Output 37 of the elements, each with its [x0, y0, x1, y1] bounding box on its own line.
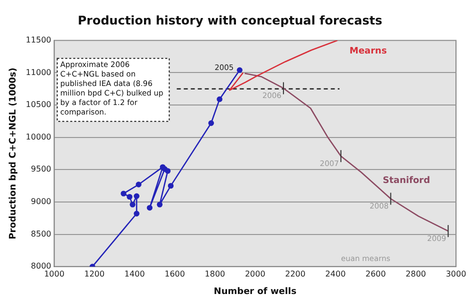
- x-tick-label: 2800: [406, 269, 426, 278]
- x-tick-label: 1200: [84, 269, 105, 278]
- x-tick-label: 1800: [204, 269, 226, 278]
- series-label: Staniford: [382, 176, 430, 186]
- point: [208, 120, 214, 126]
- y-tick-label: 10000: [26, 132, 52, 142]
- x-tick-label: 1000: [44, 269, 64, 278]
- x-tick-label: 2000: [244, 269, 266, 278]
- point: [216, 96, 222, 102]
- point: [136, 182, 142, 188]
- point: [134, 210, 140, 216]
- series-label: Mearns: [349, 46, 387, 57]
- y-tick-label: 11000: [26, 68, 52, 77]
- y-tick-label: 9000: [30, 197, 52, 206]
- chart-title: Production history with conceptual forecasts: [78, 13, 382, 28]
- y-tick-label: 11500: [26, 35, 52, 44]
- y-axis-title: Production bpd C+C+NGL (1000s): [8, 68, 19, 240]
- point: [236, 67, 243, 73]
- y-tick-label: 8000: [30, 262, 52, 271]
- x-axis-title: Number of wells: [214, 286, 296, 297]
- x-tick-label: 1600: [164, 269, 185, 278]
- point: [156, 202, 163, 208]
- x-tick-label: 2400: [325, 269, 346, 278]
- x-tick-label: 2600: [365, 269, 386, 278]
- y-tick-label: 9500: [30, 164, 52, 174]
- point: [164, 168, 171, 174]
- point: [130, 202, 136, 208]
- point: [146, 204, 153, 211]
- point: [120, 190, 126, 196]
- point: [134, 193, 140, 200]
- y-tick-label: 10500: [26, 100, 52, 110]
- y-tick-label: 8500: [30, 229, 52, 238]
- point: [168, 182, 174, 189]
- x-tick-label: 1400: [124, 269, 145, 278]
- x-tick-label: 2200: [285, 269, 306, 278]
- x-tick-label: 3000: [446, 269, 466, 278]
- point: [126, 194, 132, 200]
